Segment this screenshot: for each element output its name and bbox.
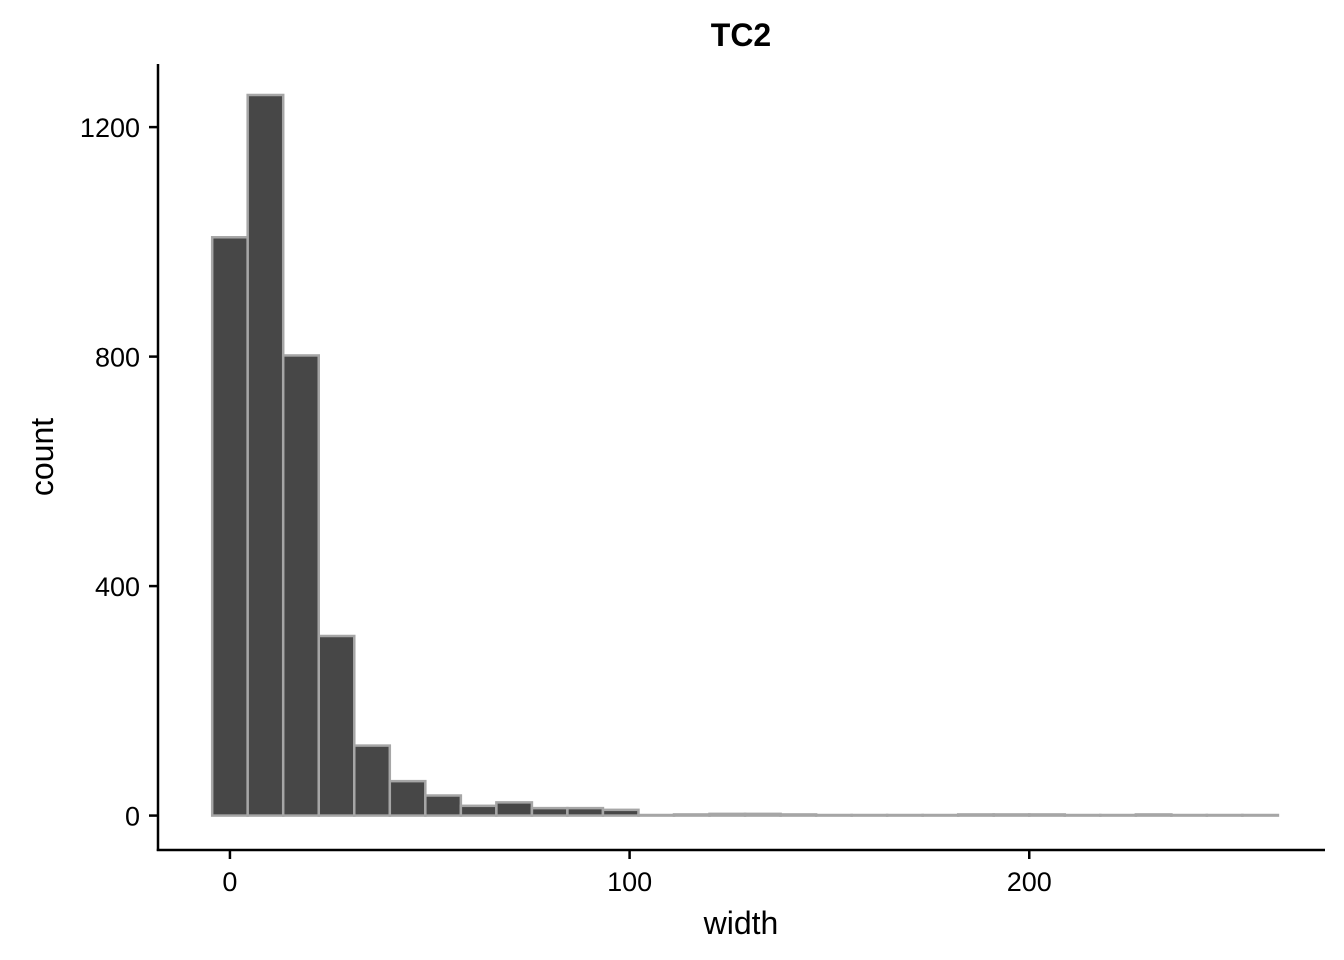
histogram-bar bbox=[1063, 813, 1102, 817]
histogram-bar bbox=[1241, 813, 1280, 817]
histogram-bar bbox=[210, 236, 249, 817]
histogram-bar bbox=[743, 812, 782, 817]
histogram-bar bbox=[566, 806, 605, 817]
y-ticks: 0 400 800 1200 bbox=[80, 113, 158, 832]
histogram-bar bbox=[1205, 813, 1244, 817]
histogram-bar bbox=[992, 813, 1031, 817]
histogram-bar bbox=[281, 354, 320, 817]
histogram-bar bbox=[672, 813, 711, 817]
histogram-bar bbox=[246, 93, 285, 817]
y-axis-title: count bbox=[24, 418, 60, 496]
histogram-bar bbox=[459, 804, 498, 817]
x-tick-label: 100 bbox=[607, 867, 652, 897]
axes bbox=[156, 64, 1325, 852]
y-tick-label: 0 bbox=[125, 802, 140, 832]
histogram-bar bbox=[601, 808, 640, 817]
histogram-bar bbox=[956, 813, 995, 817]
histogram-bar bbox=[779, 813, 818, 817]
histogram-bar bbox=[317, 634, 356, 817]
x-axis-title: width bbox=[703, 905, 779, 941]
histogram-bar bbox=[708, 812, 747, 817]
histogram-bar bbox=[850, 813, 889, 817]
histogram-bar bbox=[1170, 813, 1209, 817]
histogram-bar bbox=[637, 813, 676, 817]
histogram-bar bbox=[530, 806, 569, 817]
x-tick-label: 200 bbox=[1007, 867, 1052, 897]
histogram-bar bbox=[814, 813, 853, 817]
y-tick-label: 800 bbox=[95, 343, 140, 373]
histogram-bar bbox=[1028, 813, 1067, 817]
y-tick-label: 1200 bbox=[80, 113, 140, 143]
histogram-bar bbox=[885, 813, 924, 817]
histogram-bar bbox=[1099, 813, 1138, 817]
histogram-bar bbox=[353, 744, 392, 817]
x-ticks: 0 100 200 bbox=[222, 850, 1052, 897]
histogram-bar bbox=[424, 794, 463, 817]
histogram-bar bbox=[921, 813, 960, 817]
histogram-bar bbox=[1134, 813, 1173, 817]
histogram-bar bbox=[388, 779, 427, 817]
y-tick-label: 400 bbox=[95, 572, 140, 602]
x-tick-label: 0 bbox=[222, 867, 237, 897]
chart-title: TC2 bbox=[711, 17, 771, 53]
histogram-bars bbox=[210, 93, 1280, 817]
histogram-bar bbox=[495, 801, 534, 817]
